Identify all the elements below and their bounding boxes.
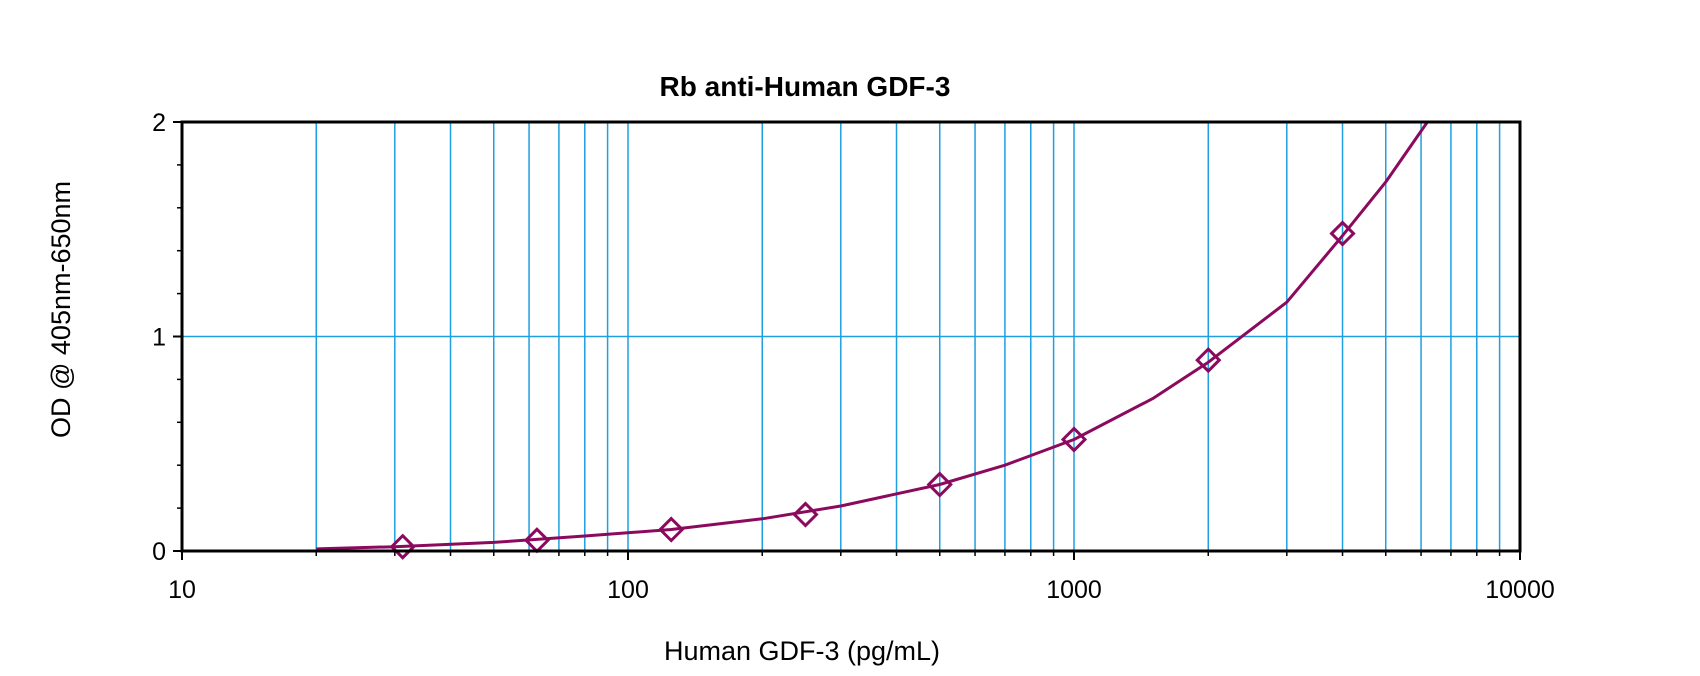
x-tick-label: 100 bbox=[607, 576, 649, 604]
data-point-diamond bbox=[1060, 426, 1088, 453]
chart-title: Rb anti-Human GDF-3 bbox=[660, 71, 951, 102]
fit-curve-layer bbox=[316, 121, 1429, 551]
y-tick-label: 2 bbox=[152, 109, 166, 137]
fit-curve bbox=[316, 121, 1429, 551]
data-point-diamond bbox=[389, 533, 416, 560]
axis-ticks: 10 100 1000 10000 0 1 2 bbox=[152, 109, 1555, 604]
y-tick-label: 0 bbox=[152, 538, 166, 566]
data-point-diamond bbox=[1329, 220, 1356, 247]
data-point-diamond bbox=[792, 501, 819, 528]
x-axis-label: Human GDF-3 (pg/mL) bbox=[664, 636, 940, 666]
data-point-diamond bbox=[926, 471, 953, 498]
data-point-diamond bbox=[1195, 346, 1222, 374]
grid-lines bbox=[182, 122, 1520, 551]
x-tick-label: 1000 bbox=[1046, 576, 1102, 604]
y-tick-label: 1 bbox=[152, 324, 166, 352]
x-tick-label: 10000 bbox=[1485, 576, 1555, 604]
data-point-diamond bbox=[658, 516, 685, 543]
x-tick-label: 10 bbox=[168, 576, 196, 604]
data-points bbox=[389, 220, 1356, 560]
y-axis-label: OD @ 405nm-650nm bbox=[46, 181, 76, 438]
